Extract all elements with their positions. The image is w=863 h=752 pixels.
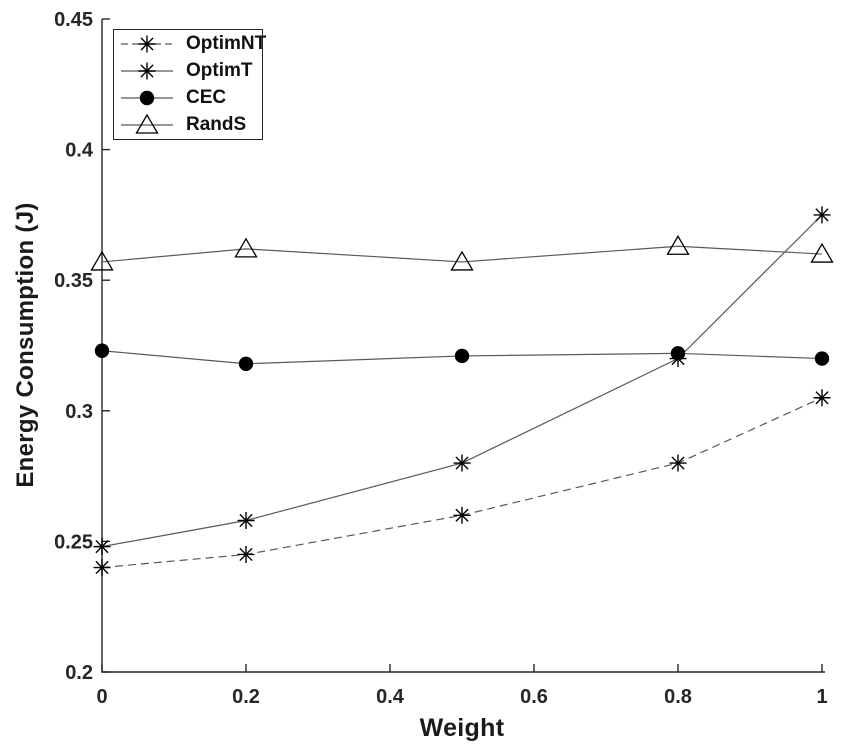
open-triangle-marker <box>234 237 258 258</box>
filled-circle-marker <box>670 346 686 361</box>
filled-circle-marker <box>454 348 470 364</box>
legend-item-cec: CEC <box>114 85 262 111</box>
tick-labels: 0.20.250.30.350.40.450 0.2 0.4 0.6 0.8 1 <box>54 9 828 708</box>
asterisk-marker <box>813 389 831 407</box>
x-tick-label: 0.2 <box>232 686 260 708</box>
legend: OptimNT OptimT CEC RandS <box>113 29 266 140</box>
x-tick-label: 0 <box>96 686 107 708</box>
open-triangle-marker <box>666 234 690 255</box>
asterisk-marker <box>453 454 471 472</box>
legend-label-optimt: OptimT <box>186 60 253 81</box>
legend-item-optimt: OptimT <box>114 58 262 84</box>
series-cec <box>94 343 830 371</box>
y-tick-label: 0.4 <box>65 140 94 162</box>
y-tick-label: 0.35 <box>54 270 93 292</box>
y-tick-label: 0.2 <box>65 662 93 684</box>
x-tick-label: 0.6 <box>520 686 548 708</box>
open-triangle-marker <box>810 242 834 263</box>
asterisk-marker <box>669 454 687 472</box>
asterisk-marker <box>453 506 471 524</box>
legend-sample-optimnt <box>121 35 173 53</box>
filled-circle-marker <box>238 356 254 371</box>
series-optimnt-line <box>101 397 823 569</box>
series-optimnt <box>93 389 831 577</box>
series-optimt-line <box>101 214 823 548</box>
legend-item-rands: RandS <box>114 112 262 138</box>
asterisk-marker <box>93 538 111 556</box>
open-triangle-icon <box>135 113 159 134</box>
legend-sample-optimt <box>121 62 173 80</box>
y-tick-label: 0.3 <box>65 401 93 423</box>
series-rands-line <box>101 245 823 263</box>
series-rands <box>90 234 834 271</box>
open-triangle-marker <box>90 250 114 271</box>
filled-circle-marker <box>94 343 110 358</box>
open-triangle-marker <box>450 250 474 271</box>
y-axis-label: Energy Consumption (J) <box>12 202 39 488</box>
legend-sample-cec <box>121 90 173 106</box>
asterisk-icon <box>138 35 156 53</box>
legend-item-optimnt: OptimNT <box>114 31 266 57</box>
legend-label-cec: CEC <box>186 87 227 108</box>
x-tick-label: 0.4 <box>376 686 405 708</box>
asterisk-marker <box>93 559 111 577</box>
x-tick-label: 1 <box>816 686 827 708</box>
asterisk-icon <box>138 62 156 80</box>
filled-circle-icon <box>139 90 155 106</box>
y-tick-label: 0.25 <box>54 531 93 553</box>
tick-marks <box>101 18 823 673</box>
asterisk-marker <box>813 206 831 224</box>
asterisk-marker <box>237 545 255 563</box>
legend-label-optimnt: OptimNT <box>186 33 267 54</box>
series-optimt <box>93 206 831 556</box>
x-axis-label: Weight <box>419 714 505 742</box>
y-tick-label: 0.45 <box>54 9 93 31</box>
asterisk-marker <box>237 512 255 530</box>
x-tick-label: 0.8 <box>664 686 692 708</box>
filled-circle-marker <box>814 351 830 366</box>
legend-label-rands: RandS <box>186 114 247 135</box>
legend-sample-rands <box>121 113 173 134</box>
